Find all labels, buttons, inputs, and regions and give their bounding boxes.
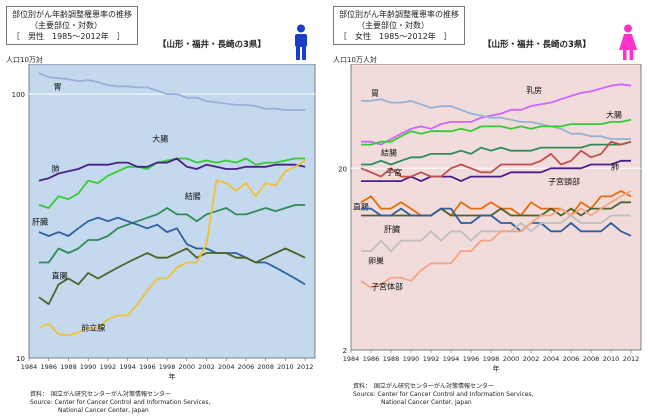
male-xtick-label: 1986 [40, 363, 57, 371]
female-xtick-label: 1984 [343, 355, 360, 363]
female-person-icon [619, 24, 637, 60]
female-xaxis-title: 年 [493, 364, 500, 373]
male-xaxis-title: 年 [169, 372, 176, 381]
female-xtick-label: 2000 [503, 355, 520, 363]
male-xtick-label: 2000 [179, 363, 196, 371]
female-series-label-2: 大腸 [606, 110, 622, 120]
female-xtick-label: 1986 [363, 355, 380, 363]
female-series-line-5 [360, 140, 632, 178]
male-xtick-label: 2010 [277, 363, 294, 371]
male-series-label-1: 大腸 [152, 134, 168, 144]
male-source-line1: 資料： 国立がん研究センターがん対策情報センター [30, 391, 172, 398]
male-title-line3: ［ 男性 1985～2012年 ］ [12, 32, 125, 41]
male-chart-panel: 部位別がん年齢調整罹患率の推移 （主要部位・対数） ［ 男性 1985～2012… [0, 0, 322, 419]
male-series-line-1 [38, 157, 306, 209]
female-series-line-3 [361, 140, 632, 166]
female-title-line3: ［ 女性 1985～2012年 ］ [339, 32, 452, 41]
male-source: 資料： 国立がん研究センターがん対策情報センター Source: Center … [30, 391, 210, 415]
female-series-label-5: 子宮 [386, 167, 402, 177]
female-xtick-label: 1992 [423, 355, 440, 363]
female-xtick-label: 1996 [463, 355, 480, 363]
female-title-line2: （主要部位・対数） [357, 21, 429, 30]
female-series-line-6 [360, 190, 632, 217]
male-xtick-label: 1998 [159, 363, 176, 371]
male-series-label-4: 肝臓 [32, 217, 48, 227]
female-region-label: 【山形・福井・長崎の3県】 [483, 40, 591, 50]
male-ytick-label: 100 [12, 91, 25, 99]
female-xtick-label: 2004 [543, 355, 560, 363]
female-source-line1: 資料： 国立がん研究センターがん対策情報センター [353, 383, 495, 390]
female-series-label-8: 肝臓 [384, 224, 400, 234]
male-xtick-label: 2004 [218, 363, 235, 371]
male-xtick-label: 1994 [119, 363, 136, 371]
male-xtick-label: 2008 [257, 363, 274, 371]
male-source-line2: Source: Center for Cancer Control and In… [30, 399, 211, 406]
female-source-line2: Source: Center for Cancer Control and In… [353, 391, 534, 398]
male-series-label-3: 結腸 [185, 191, 201, 201]
female-series-label-7: 直腸 [353, 201, 369, 211]
female-series-label-4: 肺 [611, 162, 619, 171]
female-series-label-9: 卵巣 [368, 255, 384, 265]
female-unit-label: 人口10万人対 [333, 56, 377, 64]
female-xtick-label: 2010 [603, 355, 620, 363]
female-xtick-label: 1998 [483, 355, 500, 363]
female-xtick-label: 2006 [563, 355, 580, 363]
male-xtick-label: 1996 [139, 363, 156, 371]
female-series-line-0 [361, 83, 632, 146]
female-series-line-8 [361, 207, 632, 237]
female-series-line-10 [360, 190, 632, 289]
female-title-box: 部位別がん年齢調整罹患率の推移 （主要部位・対数） ［ 女性 1985～2012… [333, 6, 465, 45]
male-xtick-label: 1984 [21, 363, 38, 371]
female-series-label-3: 結腸 [381, 148, 397, 158]
male-person-icon [295, 24, 307, 60]
female-chart-panel: 部位別がん年齢調整罹患率の推移 （主要部位・対数） ［ 女性 1985～2012… [327, 0, 650, 419]
male-title-box: 部位別がん年齢調整罹患率の推移 （主要部位・対数） ［ 男性 1985～2012… [6, 6, 138, 45]
male-unit-label: 人口10万対 [6, 56, 43, 64]
male-ytick-label: 10 [16, 355, 25, 363]
male-series-label-0: 胃 [54, 83, 62, 92]
female-series-label-1: 胃 [371, 89, 379, 98]
female-xtick-label: 2002 [523, 355, 540, 363]
male-title-line1: 部位別がん年齢調整罹患率の推移 [12, 10, 132, 19]
female-xtick-label: 1988 [383, 355, 400, 363]
female-series-line-4 [361, 159, 631, 182]
male-series-line-5 [38, 247, 306, 306]
male-xtick-label: 1988 [60, 363, 77, 371]
male-series-line-2 [38, 157, 306, 182]
male-xtick-label: 1992 [100, 363, 117, 371]
male-series-label-2: 肺 [52, 164, 60, 173]
male-xtick-label: 2012 [297, 363, 314, 371]
female-xtick-label: 1994 [443, 355, 460, 363]
female-series-line-9 [361, 214, 631, 253]
female-series-label-10: 子宮体部 [371, 282, 403, 292]
male-series-line-3 [38, 204, 306, 264]
female-series-line-2 [361, 118, 632, 146]
female-series-line-1 [361, 98, 631, 140]
female-title-line1: 部位別がん年齢調整罹患率の推移 [339, 10, 459, 19]
male-xtick-label: 1990 [80, 363, 97, 371]
male-series-line-0 [38, 72, 306, 111]
male-series-label-5: 直腸 [52, 271, 68, 281]
female-source: 資料： 国立がん研究センターがん対策情報センター Source: Center … [353, 383, 533, 407]
male-source-line3: National Cancer Center, Japan [58, 407, 149, 414]
female-ytick-label: 2 [343, 347, 347, 355]
female-ytick-label: 20 [338, 165, 347, 173]
female-xtick-label: 1990 [403, 355, 420, 363]
male-series-line-6 [38, 159, 306, 337]
female-series-label-0: 乳房 [526, 85, 542, 95]
female-source-line3: National Cancer Center, Japan [381, 399, 472, 406]
male-xtick-label: 2006 [238, 363, 255, 371]
male-title-line2: （主要部位・対数） [30, 21, 102, 30]
female-xtick-label: 2008 [583, 355, 600, 363]
female-xtick-label: 2012 [623, 355, 640, 363]
male-series-label-6: 前立腺 [81, 323, 105, 333]
male-series-line-4 [38, 216, 306, 286]
male-region-label: 【山形・福井・長崎の3県】 [158, 40, 266, 50]
male-xtick-label: 2002 [198, 363, 215, 371]
female-series-label-6: 子宮頸部 [548, 176, 580, 186]
